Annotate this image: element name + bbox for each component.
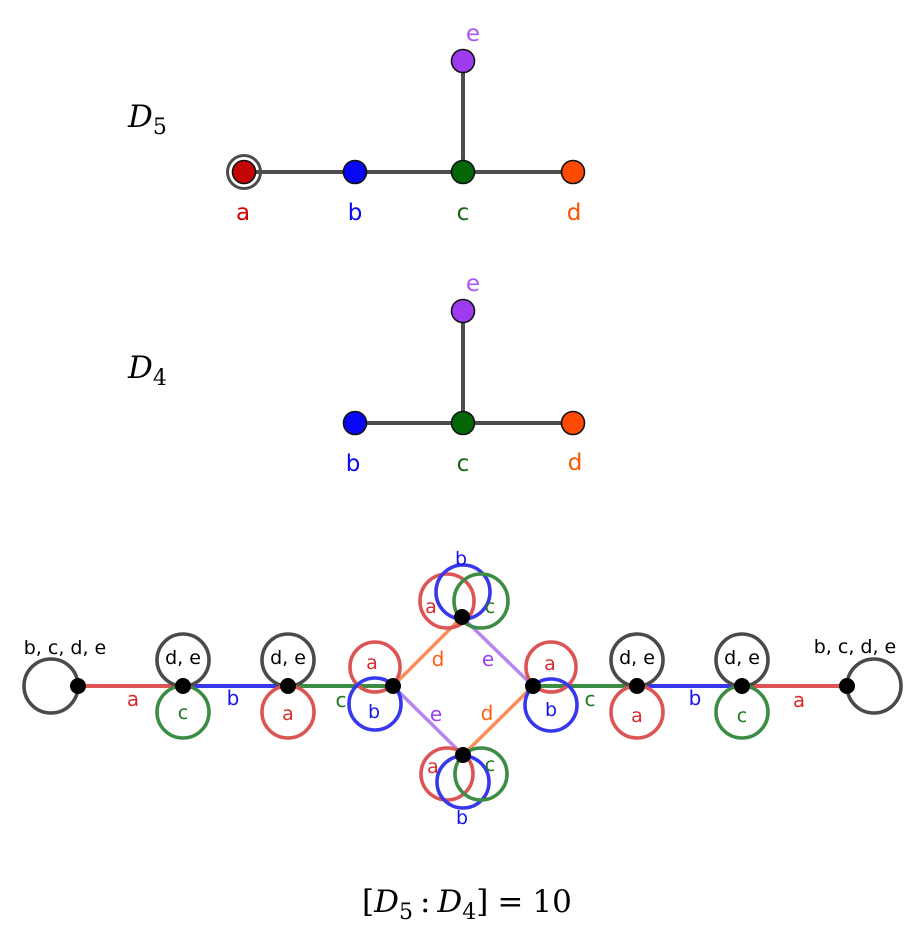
loop-v4-a-red (348, 640, 402, 694)
d4-title: D4 (127, 350, 167, 391)
caption-close-bracket: ] (476, 884, 488, 920)
index-formula: [D5: D4] = 10 (362, 884, 572, 925)
vertex-4 (385, 678, 401, 694)
d5-node-a-ring (226, 154, 262, 190)
loop-label-v3-a: a (282, 703, 294, 725)
d5-node-e (450, 48, 476, 74)
vertex-5 (525, 678, 541, 694)
edge-label-a-left: a (127, 687, 139, 711)
vertex-7 (734, 678, 750, 694)
d5-node-c (450, 159, 476, 185)
d5-node-d (560, 159, 586, 185)
loop-label-v8-bcde: b, c, d, e (814, 636, 897, 658)
vertex-3 (280, 678, 296, 694)
loop-label-top-b: b (455, 548, 467, 570)
d4-node-b (342, 410, 368, 436)
d5-node-label-a: a (236, 200, 250, 226)
edge-label-a-right: a (793, 688, 805, 712)
edge-label-d-lower: d (481, 701, 494, 725)
edge-label-b-right: b (689, 686, 702, 710)
loop-label-v7-de: d, e (724, 647, 760, 669)
caption-equals: = (497, 884, 523, 920)
d4-title-sub: 4 (153, 366, 167, 391)
loop-v8-bcde-gray (845, 657, 903, 715)
d4-diagram: D4 b c d e (127, 271, 586, 477)
edge-label-c-left: c (336, 688, 347, 712)
d5-node-b (342, 159, 368, 185)
d5-diagram: D5 a b c d e (127, 21, 586, 226)
loop-top-c-green (452, 572, 510, 630)
loop-label-v5-b: b (545, 699, 557, 721)
vertex-6 (629, 678, 645, 694)
loop-bottom-c-green (453, 746, 509, 802)
loop-v5-a-red (524, 640, 578, 694)
vertex-bottom (455, 747, 471, 763)
d5-title: D5 (127, 99, 167, 140)
d4-node-e (450, 298, 476, 324)
d5-title-sub: 5 (153, 115, 167, 140)
loop-label-bottom-c: c (485, 754, 495, 776)
d4-node-label-e: e (466, 271, 480, 297)
loop-label-v6-de: d, e (619, 647, 655, 669)
edge-label-e-lower: e (430, 702, 442, 726)
caption-colon: : (420, 884, 430, 920)
d4-node-d (560, 410, 586, 436)
loop-label-bottom-a: a (427, 756, 439, 778)
vertex-2 (175, 678, 191, 694)
loop-top-a-red (418, 572, 476, 630)
edge-e-lower-left (391, 684, 465, 757)
d5-node-label-e: e (466, 21, 480, 47)
caption-d5-base: D (373, 884, 399, 920)
edge-label-e-upper: e (482, 647, 494, 671)
loop-label-v5-a: a (544, 653, 556, 675)
d4-node-label-b: b (346, 451, 361, 477)
caption-d4-base: D (436, 884, 462, 920)
caption-open-bracket: [ (362, 884, 374, 920)
caption-d4-sub: 4 (462, 900, 476, 925)
loop-v1-bcde-gray (22, 657, 80, 715)
vertex-top (454, 609, 470, 625)
loop-label-v2-c: c (178, 702, 188, 724)
edge-label-b-left: b (227, 686, 240, 710)
edge-label-d-upper: d (432, 647, 445, 671)
d4-title-base: D (127, 350, 153, 386)
d5-node-label-c: c (457, 200, 470, 226)
loop-bottom-a-red (419, 746, 475, 802)
loop-label-v7-c: c (737, 705, 747, 727)
d5-node-label-d: d (567, 200, 582, 226)
d4-node-label-c: c (457, 451, 470, 477)
d5-title-base: D (127, 99, 153, 135)
loop-label-v2-de: d, e (165, 647, 201, 669)
loop-label-v6-a: a (631, 705, 643, 727)
loop-v5-b-blue (523, 677, 579, 733)
d5-node-a (231, 159, 257, 185)
vertex-1 (70, 678, 86, 694)
loop-label-top-c: c (485, 596, 495, 618)
loop-v4-b-blue (347, 676, 403, 732)
d4-node-label-d: d (568, 450, 583, 476)
edge-d-lower-right (461, 684, 535, 757)
d4-node-c (450, 410, 476, 436)
loop-label-top-a: a (425, 596, 437, 618)
caption: [D5: D4] = 10 (362, 884, 572, 925)
loop-label-v3-de: d, e (270, 647, 306, 669)
loop-label-v4-b: b (368, 701, 380, 723)
loop-label-bottom-b: b (456, 807, 468, 829)
schreier-graph: b, c, d, e d, e c d, e a a b a b c a b c… (22, 548, 903, 829)
loop-label-v4-a: a (366, 652, 378, 674)
loop-label-v1-bcde: b, c, d, e (24, 637, 107, 659)
vertex-8 (839, 678, 855, 694)
caption-value: 10 (532, 884, 571, 920)
edge-label-c-right: c (585, 687, 596, 711)
d5-node-label-b: b (348, 200, 363, 226)
caption-d5-sub: 5 (399, 900, 413, 925)
